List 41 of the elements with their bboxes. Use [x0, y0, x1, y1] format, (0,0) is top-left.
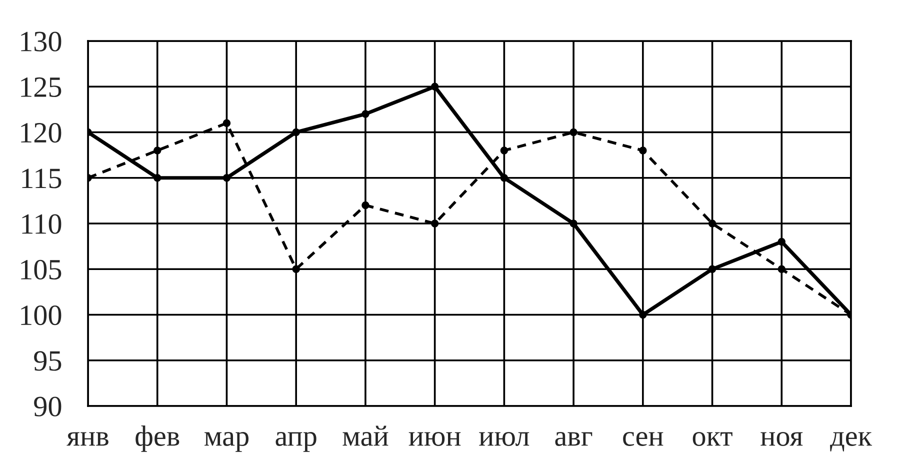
y-tick-label: 120	[21, 122, 62, 143]
x-tick-label: окт	[692, 432, 732, 446]
y-tick-label: 90	[34, 396, 62, 416]
x-tick-label: июн	[408, 432, 461, 446]
y-tick-label: 105	[21, 260, 62, 280]
x-tick-label: фев	[136, 425, 180, 452]
point	[639, 146, 647, 154]
point	[292, 128, 300, 136]
x-tick-label: ноя	[760, 432, 803, 446]
point	[639, 310, 647, 319]
x-tick-label: июл	[479, 432, 530, 446]
point	[431, 82, 439, 90]
y-tick-label: 110	[22, 214, 62, 234]
point	[570, 128, 578, 136]
y-tick-label: 100	[21, 305, 62, 326]
point	[570, 220, 578, 228]
point	[708, 265, 716, 273]
point	[362, 201, 370, 210]
point	[431, 220, 439, 228]
point	[222, 119, 231, 127]
point	[154, 146, 162, 154]
point	[292, 265, 300, 273]
point	[708, 220, 716, 228]
x-tick-label: апр	[276, 432, 316, 452]
x-tick-label: сен	[623, 432, 664, 446]
y-tick-label: 125	[21, 77, 62, 98]
x-tick-label: янв	[66, 432, 108, 446]
point	[778, 238, 786, 246]
y-tick-label: 95	[34, 351, 62, 371]
x-tick-label: авг	[555, 432, 592, 446]
x-tick-label: дек	[830, 432, 872, 452]
y-tick-label: 115	[22, 168, 62, 188]
point	[500, 146, 508, 154]
x-tick-label: мар	[204, 432, 248, 452]
y-tick-label: 130	[21, 32, 62, 52]
x-tick-label: май	[342, 426, 388, 446]
point	[222, 174, 231, 182]
point	[154, 174, 162, 182]
point	[500, 174, 508, 182]
point	[778, 265, 786, 273]
point	[362, 110, 370, 118]
